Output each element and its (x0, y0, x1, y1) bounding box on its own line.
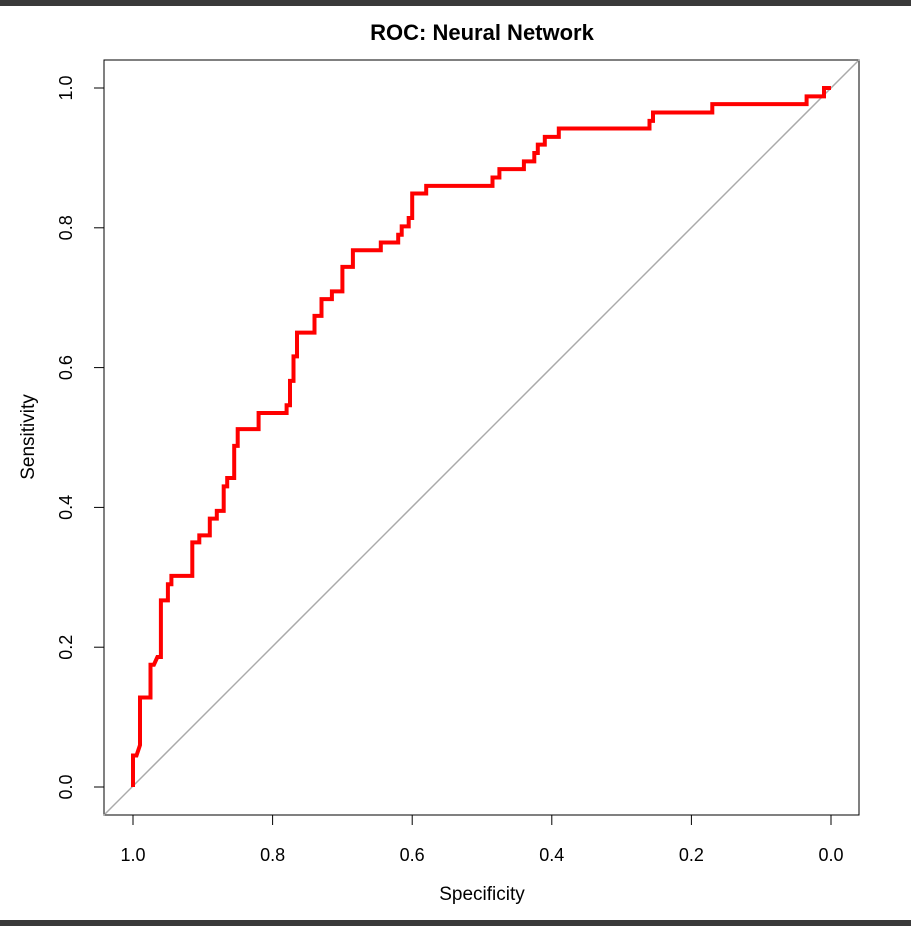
y-tick-label: 0.6 (56, 355, 76, 380)
y-axis: 0.0 0.2 0.4 0.6 0.8 1.0 (56, 75, 105, 800)
x-tick-label: 0.8 (260, 845, 285, 865)
y-tick-label: 0.2 (56, 635, 76, 660)
x-axis: 1.0 0.8 0.6 0.4 0.2 0.0 (120, 814, 844, 865)
x-tick-label: 0.4 (539, 845, 564, 865)
y-tick-label: 1.0 (56, 75, 76, 100)
x-tick-label: 0.0 (818, 845, 843, 865)
reference-diagonal-line (103, 59, 860, 816)
y-tick-label: 0.4 (56, 495, 76, 520)
x-tick-label: 1.0 (120, 845, 145, 865)
y-axis-label: Sensitivity (18, 394, 39, 480)
x-axis-label: Specificity (439, 884, 525, 905)
bottom-frame-border (0, 920, 911, 926)
top-frame-border (0, 0, 911, 6)
y-tick-label: 0.8 (56, 215, 76, 240)
x-tick-label: 0.6 (400, 845, 425, 865)
x-tick-label: 0.2 (679, 845, 704, 865)
roc-curve-line (131, 86, 831, 787)
chart-title: ROC: Neural Network (370, 20, 594, 45)
y-tick-label: 0.0 (56, 774, 76, 799)
